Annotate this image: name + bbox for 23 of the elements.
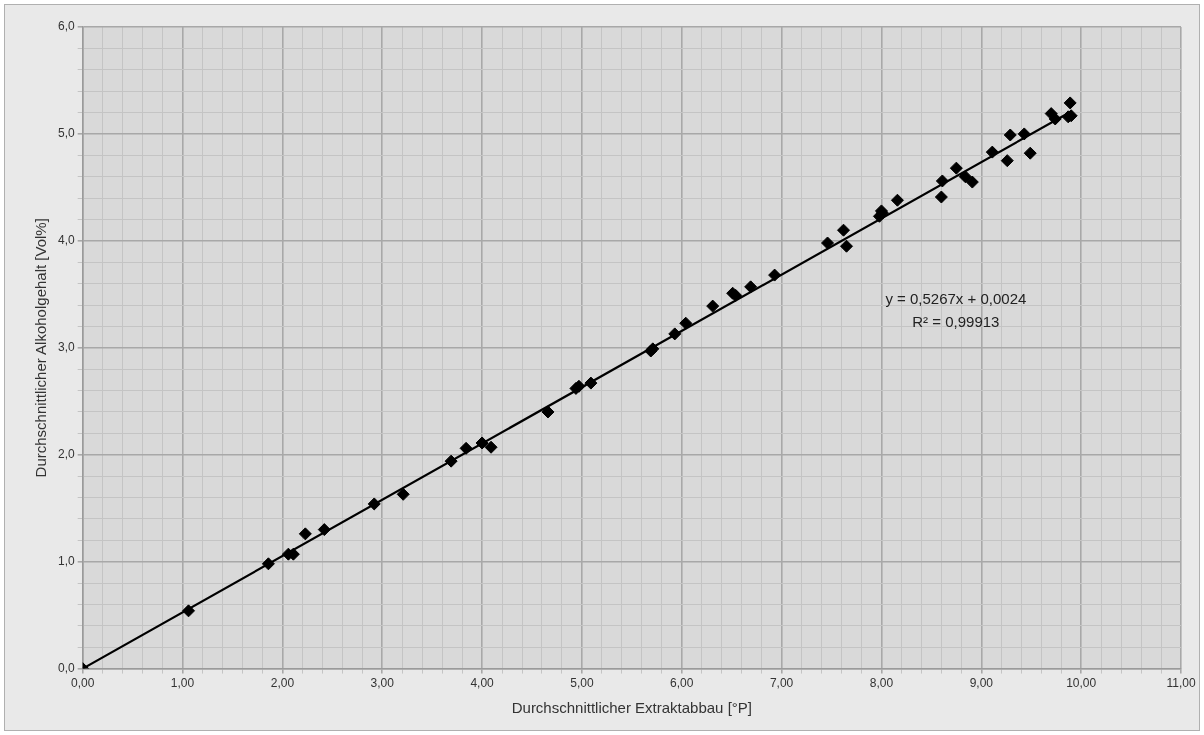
y-tick-label: 3,0 [57, 340, 75, 355]
y-tick-label: 6,0 [57, 19, 75, 34]
y-tick-label: 1,0 [57, 553, 75, 568]
x-tick-label: 10,00 [1066, 676, 1097, 691]
x-tick-label: 9,00 [969, 676, 994, 691]
x-tick-label: 11,00 [1166, 676, 1196, 691]
x-tick-label: 6,00 [670, 676, 694, 691]
x-tick-label: 1,00 [170, 676, 195, 691]
x-tick-label: 3,00 [370, 676, 395, 691]
annotation: y = 0,5267x + 0,0024 [885, 289, 1027, 307]
x-axis-title: Durchschnittlicher Extraktabbau [°P] [511, 699, 752, 717]
y-tick-label: 2,0 [57, 447, 75, 462]
x-tick-label: 2,00 [270, 676, 295, 691]
y-tick-label: 5,0 [57, 126, 75, 141]
y-tick-label: 0,0 [57, 660, 75, 675]
y-tick-label: 4,0 [57, 233, 75, 248]
x-tick-label: 5,00 [570, 676, 594, 691]
x-tick-label: 8,00 [869, 676, 894, 691]
annotation: R² = 0,99913 [912, 312, 1000, 330]
y-axis-title: Durchschnittlicher Alkoholgehalt [Vol%] [32, 218, 50, 478]
x-tick-label: 0,00 [71, 676, 95, 691]
x-tick-label: 4,00 [470, 676, 495, 691]
x-tick-label: 7,00 [769, 676, 794, 691]
